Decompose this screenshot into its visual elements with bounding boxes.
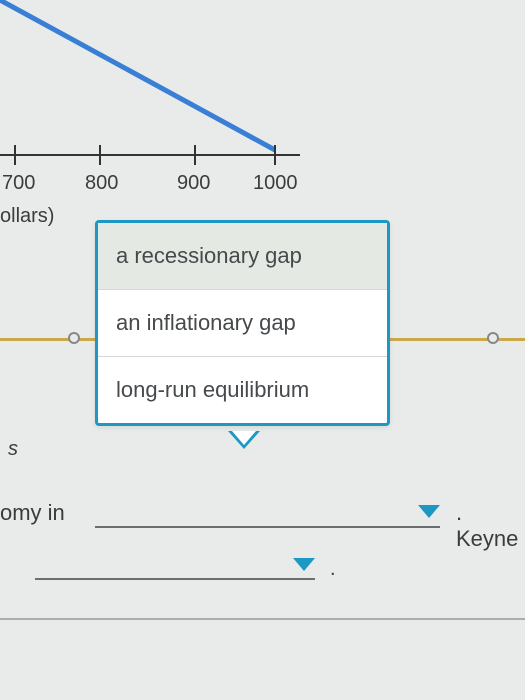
dropdown-option-inflationary[interactable]: an inflationary gap [98,289,387,356]
x-tick-label: 700 [2,172,35,195]
blank-field-1[interactable] [95,526,440,528]
marker-dot [68,332,80,344]
chart-canvas [0,0,525,230]
dropdown-option-recessionary[interactable]: a recessionary gap [98,223,387,289]
chart-data-line [0,0,275,150]
x-tick-label: 1000 [253,172,298,195]
dropdown-option-longrun[interactable]: long-run equilibrium [98,356,387,423]
x-tick-label: 900 [177,172,210,195]
footnote-symbol: s [8,438,18,461]
dropdown-pointer-icon [232,431,256,445]
divider-line [0,618,525,620]
marker-dot [487,332,499,344]
sentence-prefix: omy in [0,500,65,526]
x-tick-label: 800 [85,172,118,195]
horizontal-marker-line [0,338,95,341]
dropdown-menu[interactable]: a recessionary gap an inflationary gap l… [95,220,390,426]
sentence-suffix: . Keyne [456,500,525,552]
x-axis-caption: ollars) [0,205,54,228]
chevron-down-icon[interactable] [293,558,315,571]
horizontal-marker-line [390,338,525,341]
blank-field-2[interactable] [35,578,315,580]
period-char: . [330,558,336,581]
chevron-down-icon[interactable] [418,505,440,518]
